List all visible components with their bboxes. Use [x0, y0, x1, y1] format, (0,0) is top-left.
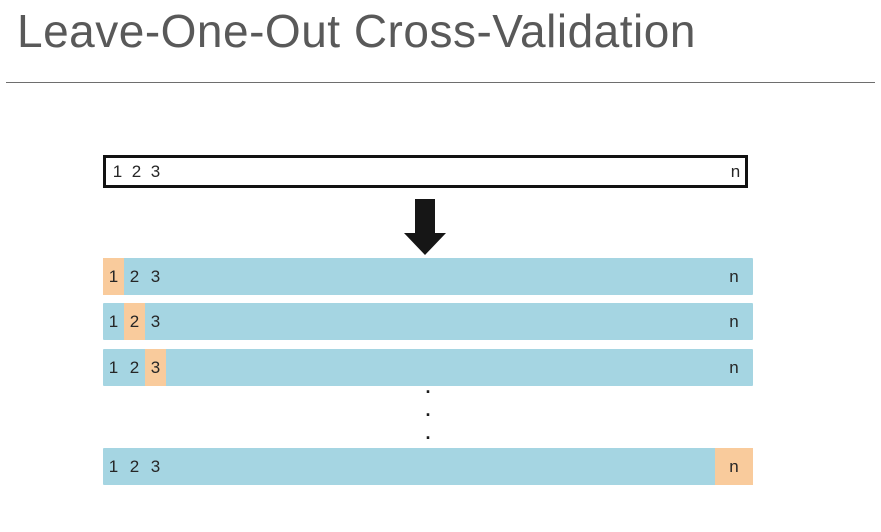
fold-cell-n: n — [729, 311, 739, 331]
dataset-spacer — [165, 158, 726, 185]
fold-cell: 2 — [129, 456, 140, 476]
page-title: Leave-One-Out Cross-Validation — [17, 5, 696, 57]
fold-cell: 1 — [108, 456, 119, 476]
dataset-cell-1: 1 — [112, 161, 123, 181]
dataset-cell-2: 2 — [131, 161, 142, 181]
full-dataset-bar: 1 2 3 n — [103, 155, 748, 188]
ellipsis-dot: . — [425, 423, 431, 443]
title-underline — [6, 82, 875, 83]
fold-cell-n: n — [729, 357, 739, 377]
fold-cell: 3 — [150, 311, 161, 331]
fold-cell: 2 — [129, 266, 140, 286]
fold-row-3: 1 2 3 n — [103, 349, 753, 386]
down-arrow-icon — [404, 199, 446, 255]
ellipsis-dot: . — [425, 400, 431, 420]
fold-cell: 1 — [103, 258, 124, 295]
fold-cell-n: n — [729, 266, 739, 286]
dataset-cell-n: n — [730, 161, 741, 181]
fold-spacer — [166, 303, 715, 340]
fold-spacer — [166, 349, 715, 386]
fold-cell: 2 — [124, 303, 145, 340]
fold-spacer — [166, 258, 715, 295]
fold-cell: 1 — [108, 357, 119, 377]
fold-row-2: 1 2 3 n — [103, 303, 753, 340]
fold-row-1: 1 2 3 n — [103, 258, 753, 295]
fold-row-n: 1 2 3 n — [103, 448, 753, 485]
fold-cell: 3 — [145, 349, 166, 386]
fold-cell: 3 — [150, 266, 161, 286]
fold-cell: 3 — [150, 456, 161, 476]
fold-cell: 1 — [108, 311, 119, 331]
ellipsis-dot: . — [425, 377, 431, 397]
fold-spacer — [166, 448, 715, 485]
fold-cell: 2 — [129, 357, 140, 377]
dataset-cell-3: 3 — [150, 161, 161, 181]
fold-cell-n: n — [715, 448, 753, 485]
